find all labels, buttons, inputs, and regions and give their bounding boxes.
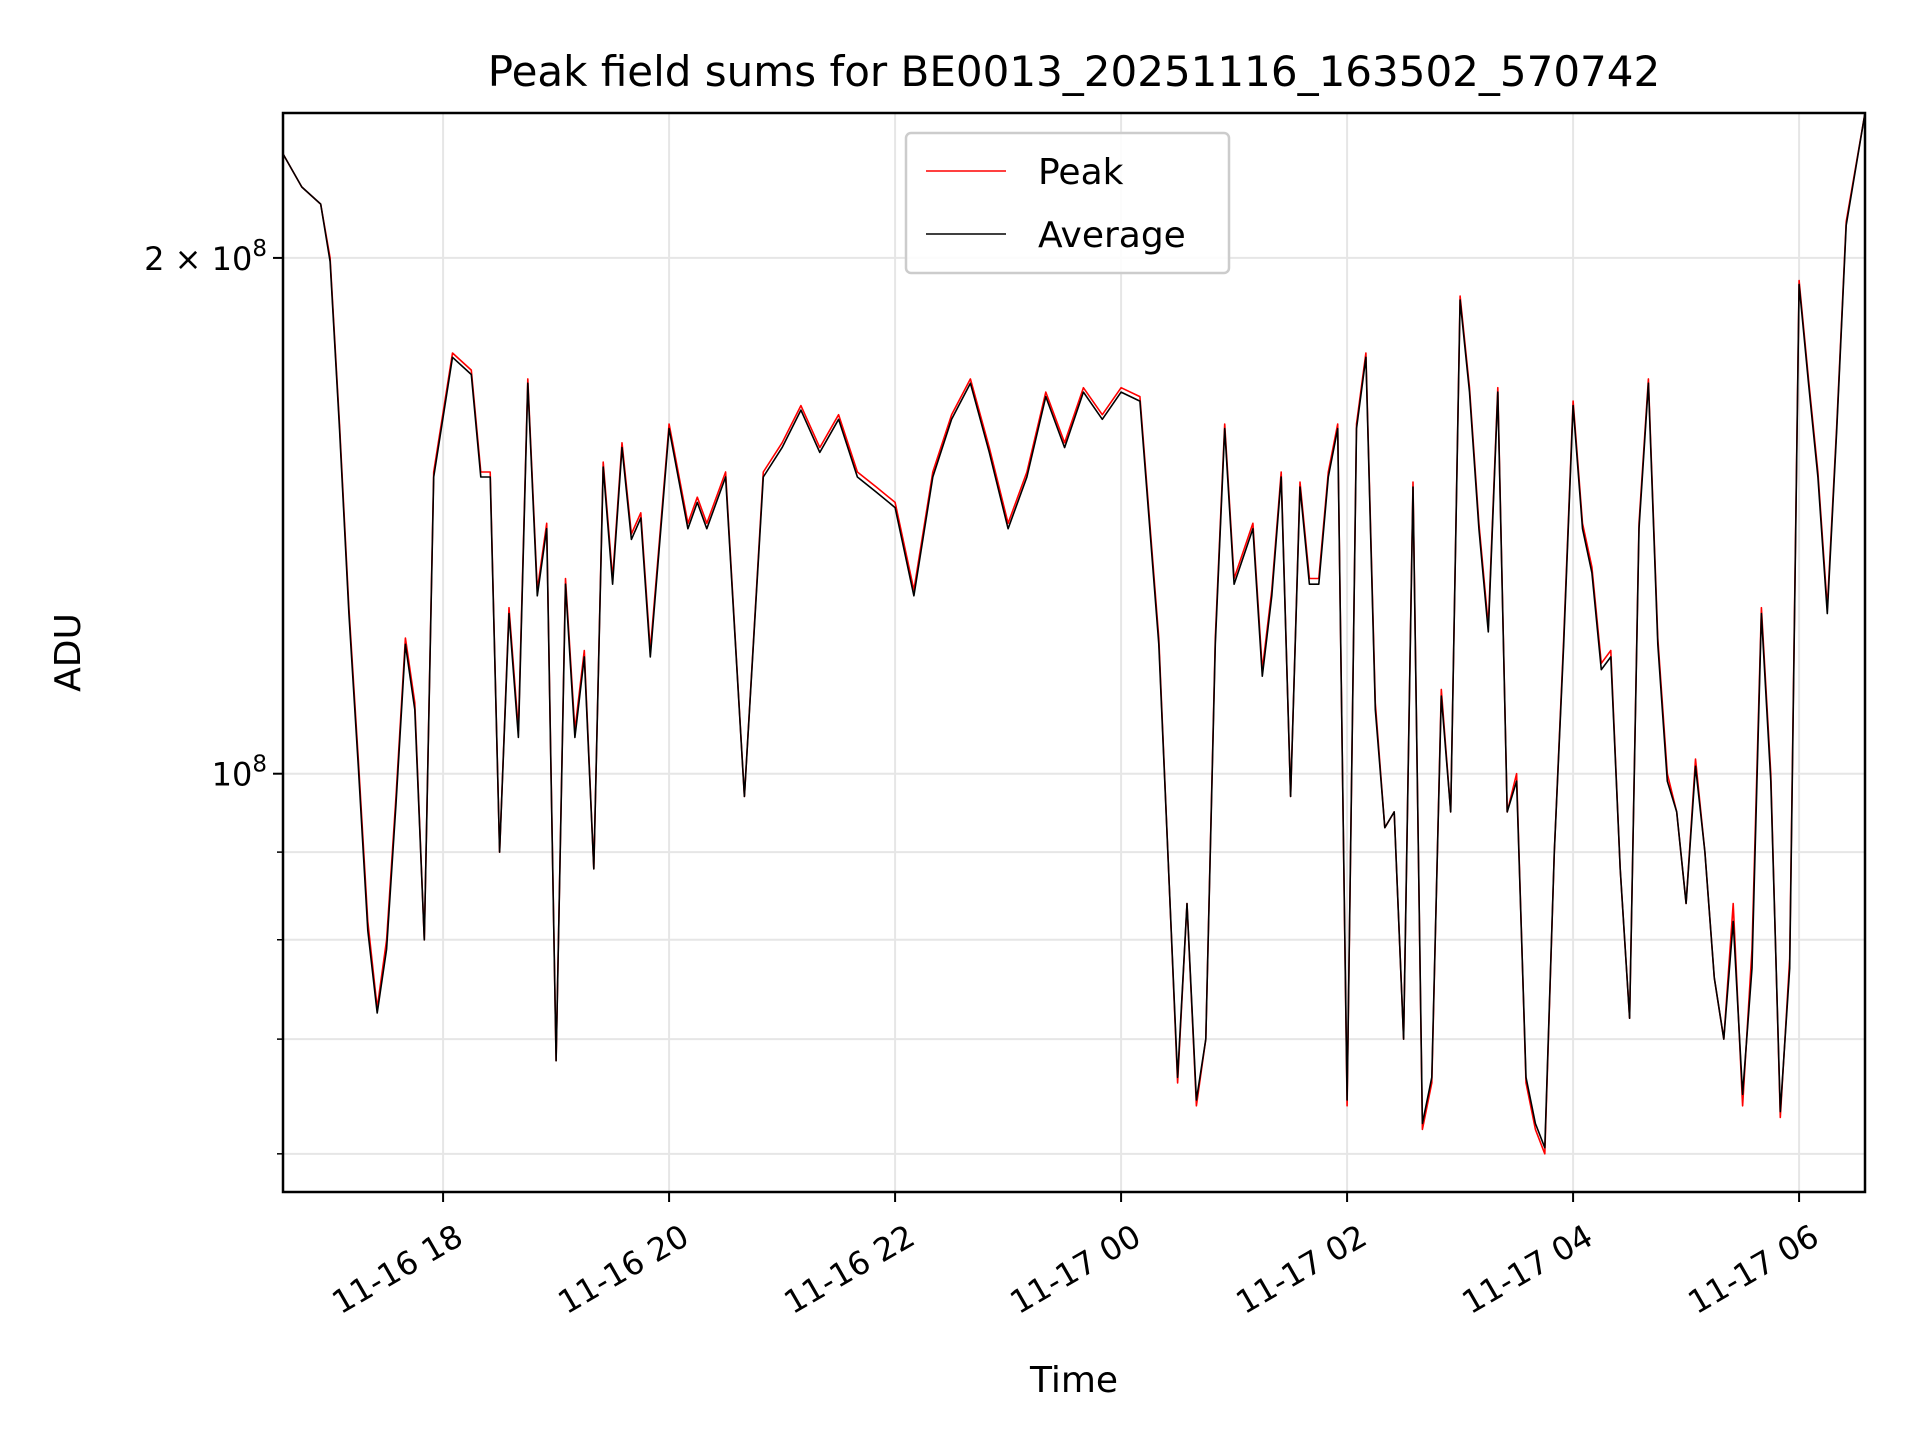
x-axis-label: Time	[1029, 1360, 1118, 1401]
y-tick-label: 2 × 108	[144, 236, 267, 278]
series-line-average	[282, 112, 1866, 1149]
legend-label-peak: Peak	[1038, 152, 1124, 193]
legend: Peak Average	[904, 131, 1231, 275]
chart-title: Peak field sums for BE0013_20251116_1635…	[488, 47, 1660, 96]
y-tick-label: 108	[212, 752, 267, 794]
plot-frame	[281, 111, 1867, 1194]
y-axis-label: ADU	[48, 613, 89, 692]
legend-label-average: Average	[1038, 215, 1186, 256]
series-layer	[282, 112, 1866, 1155]
legend-box	[904, 131, 1231, 275]
grid-lines	[283, 113, 1865, 1192]
